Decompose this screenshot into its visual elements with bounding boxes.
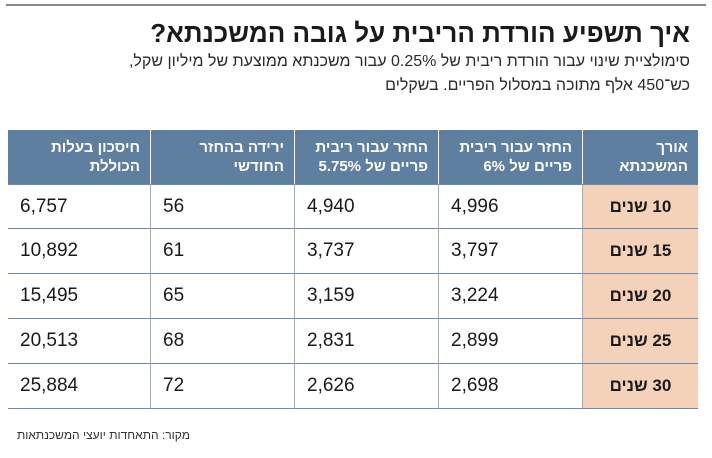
chart-header: איך תשפיע הורדת הריבית על גובה המשכנתא? … (10, 18, 690, 98)
chart-subtitle-line-1: סימולציית שינוי עבור הורדת ריבית של 0.25… (128, 53, 690, 70)
cell-payment-6: 2,899 (438, 319, 582, 364)
cell-monthly-drop: 56 (150, 184, 294, 229)
table-row: 10 שנים 4,996 4,940 56 6,757 (8, 184, 698, 229)
chart-subtitle-line-2: כש־450 אלף מתוכה במסלול הפריים. בשקלים (385, 77, 690, 94)
cell-total-saving: 6,757 (8, 184, 150, 229)
cell-payment-6: 4,996 (438, 184, 582, 229)
cell-term: 20 שנים (582, 274, 698, 319)
cell-term: 30 שנים (582, 364, 698, 409)
cell-payment-6: 3,224 (438, 274, 582, 319)
mortgage-table: אורך המשכנתא החזר עבור ריבית פריים של 6%… (8, 130, 698, 409)
table-row: 20 שנים 3,224 3,159 65 15,495 (8, 274, 698, 319)
cell-term: 10 שנים (582, 184, 698, 229)
column-header-payment-6: החזר עבור ריבית פריים של 6% (438, 130, 582, 184)
cell-payment-575: 4,940 (294, 184, 438, 229)
cell-monthly-drop: 68 (150, 319, 294, 364)
top-rule (6, 4, 706, 6)
table-row: 30 שנים 2,698 2,626 72 25,884 (8, 364, 698, 409)
column-header-total-saving: חיסכון בעלות הכוללת (8, 130, 150, 184)
cell-payment-575: 3,159 (294, 274, 438, 319)
cell-term: 25 שנים (582, 319, 698, 364)
cell-payment-6: 2,698 (438, 364, 582, 409)
column-header-payment-575: החזר עבור ריבית פריים של 5.75% (294, 130, 438, 184)
column-header-term: אורך המשכנתא (582, 130, 698, 184)
source-note: מקור: התאחדות יועצי המשכנתאות (16, 428, 190, 442)
table-row: 25 שנים 2,899 2,831 68 20,513 (8, 319, 698, 364)
cell-total-saving: 10,892 (8, 229, 150, 274)
column-header-monthly-drop: ירידה בהחזר החודשי (150, 130, 294, 184)
cell-monthly-drop: 65 (150, 274, 294, 319)
data-table-wrapper: אורך המשכנתא החזר עבור ריבית פריים של 6%… (8, 130, 698, 409)
table-row: 15 שנים 3,797 3,737 61 10,892 (8, 229, 698, 274)
cell-total-saving: 25,884 (8, 364, 150, 409)
cell-monthly-drop: 61 (150, 229, 294, 274)
cell-term: 15 שנים (582, 229, 698, 274)
cell-payment-575: 2,626 (294, 364, 438, 409)
cell-payment-575: 3,737 (294, 229, 438, 274)
cell-total-saving: 15,495 (8, 274, 150, 319)
table-header-row: אורך המשכנתא החזר עבור ריבית פריים של 6%… (8, 130, 698, 184)
cell-monthly-drop: 72 (150, 364, 294, 409)
cell-payment-575: 2,831 (294, 319, 438, 364)
cell-payment-6: 3,797 (438, 229, 582, 274)
cell-total-saving: 20,513 (8, 319, 150, 364)
chart-title: איך תשפיע הורדת הריבית על גובה המשכנתא? (150, 18, 690, 48)
